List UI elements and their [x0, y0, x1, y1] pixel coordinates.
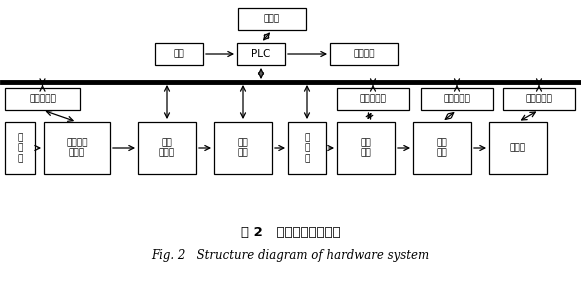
Text: Fig. 2   Structure diagram of hardware system: Fig. 2 Structure diagram of hardware sys… [152, 249, 429, 262]
Text: 金属检测仪: 金属检测仪 [360, 95, 386, 104]
Bar [5, 122, 35, 174]
Bar [503, 88, 575, 110]
Bar [413, 122, 471, 174]
Bar [214, 122, 272, 174]
Text: 推倒
装置: 推倒 装置 [238, 138, 248, 158]
Bar [330, 43, 398, 65]
Text: 码垛控制器: 码垛控制器 [526, 95, 553, 104]
Text: 图 2   控制系统硬件组图: 图 2 控制系统硬件组图 [241, 227, 340, 239]
Bar [44, 122, 110, 174]
Text: 金属
校验: 金属 校验 [361, 138, 371, 158]
Text: 质量
校验: 质量 校验 [437, 138, 447, 158]
Text: PLC: PLC [252, 49, 271, 59]
Text: 称重控制器: 称重控制器 [29, 95, 56, 104]
Text: 储
料
斗: 储 料 斗 [17, 133, 23, 163]
Bar [138, 122, 196, 174]
Bar [238, 8, 306, 30]
Bar [288, 122, 326, 174]
Bar [421, 88, 493, 110]
Text: 双联自动
称计量: 双联自动 称计量 [66, 138, 88, 158]
Text: 自动
封口机: 自动 封口机 [159, 138, 175, 158]
Bar [337, 122, 395, 174]
Bar [237, 43, 285, 65]
Text: 质量检测仪: 质量检测仪 [443, 95, 471, 104]
Text: 操作面板: 操作面板 [353, 49, 375, 58]
Text: 码垛机: 码垛机 [510, 144, 526, 152]
Text: 计算机: 计算机 [264, 15, 280, 24]
Bar [337, 88, 409, 110]
Text: 报警: 报警 [174, 49, 184, 58]
Text: 传
输
机: 传 输 机 [304, 133, 310, 163]
Bar [489, 122, 547, 174]
Bar [155, 43, 203, 65]
Bar [5, 88, 80, 110]
